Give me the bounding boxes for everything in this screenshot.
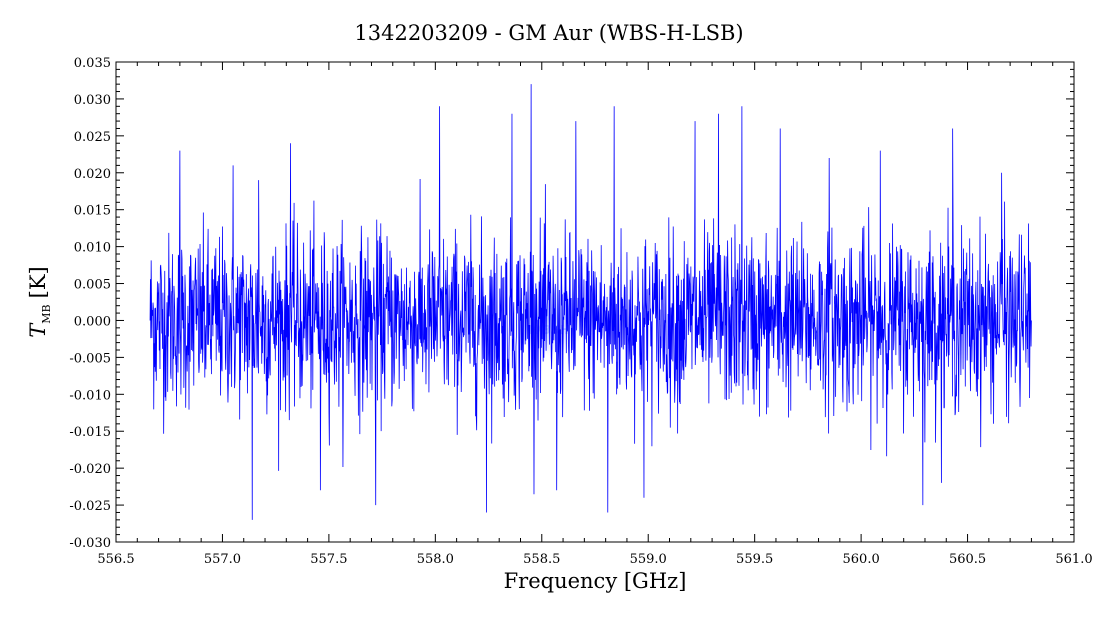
plot-frame xyxy=(115,61,1075,543)
y-tick-label: 0.005 xyxy=(74,278,111,293)
y-tick-label: 0.000 xyxy=(74,314,111,329)
x-tick-label: 558.5 xyxy=(523,552,560,567)
svg-text:TMB[K]: TMB [K] xyxy=(26,266,53,337)
y-tick-label: -0.020 xyxy=(69,462,111,477)
y-axis-subscript: MB xyxy=(40,304,53,323)
y-tick-label: 0.030 xyxy=(74,93,111,108)
x-tick-label: 558.0 xyxy=(417,552,454,567)
y-tick-label: -0.015 xyxy=(69,425,111,440)
y-tick-label: -0.005 xyxy=(69,351,111,366)
x-tick-label: 557.0 xyxy=(204,552,241,567)
x-axis: 556.5 557.0 557.5 558.0 558.5 559.0 559.5 560.0… xyxy=(97,62,1093,567)
series-group xyxy=(149,84,1032,520)
y-tick-label: 0.010 xyxy=(74,241,111,256)
y-axis: -0.030 -0.025 -0.020 -0.015 -0.010 -0.005 0.00… xyxy=(69,56,1074,551)
y-tick-label: -0.025 xyxy=(69,499,111,514)
x-tick-label: 561.0 xyxy=(1055,552,1092,567)
y-tick-label: -0.010 xyxy=(69,388,111,403)
x-tick-label: 560.5 xyxy=(949,552,986,567)
x-tick-label: 557.5 xyxy=(310,552,347,567)
x-tick-label: 560.0 xyxy=(843,552,880,567)
x-axis-label: Frequency [GHz] xyxy=(504,569,687,593)
chart-title: 1342203209 - GM Aur (WBS-H-LSB) xyxy=(354,21,743,45)
y-tick-label: 0.025 xyxy=(74,130,111,145)
x-tick-label: 559.5 xyxy=(736,552,773,567)
x-tick-label: 559.0 xyxy=(630,552,667,567)
y-tick-label: -0.030 xyxy=(69,536,111,551)
y-tick-label: 0.015 xyxy=(74,204,111,219)
y-axis-unit: [K] xyxy=(26,266,50,298)
y-tick-label: 0.020 xyxy=(74,167,111,182)
y-axis-label: TMB [K] xyxy=(26,266,53,337)
spectrum-line xyxy=(149,84,1032,520)
x-tick-label: 556.5 xyxy=(97,552,134,567)
y-axis-symbol: T xyxy=(26,322,50,338)
y-tick-label: 0.035 xyxy=(74,56,111,71)
